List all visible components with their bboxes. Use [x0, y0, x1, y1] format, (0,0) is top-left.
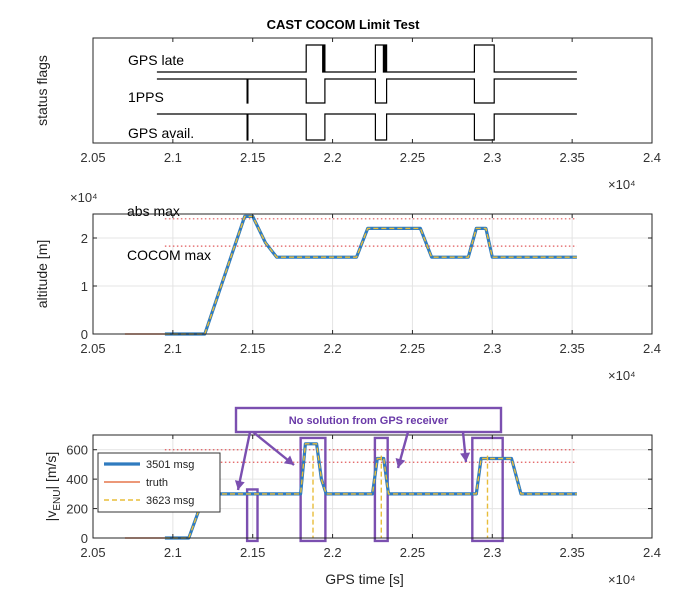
y-tick-label: 0 [81, 327, 88, 342]
series-label: GPS avail. [128, 125, 194, 141]
x-tick-label: 2.3 [483, 545, 501, 560]
y-tick-label: 0 [81, 531, 88, 546]
x-tick-label: 2.1 [164, 545, 182, 560]
velocity-frame [92, 434, 653, 539]
annotation-box [234, 406, 503, 434]
annotation-arrowhead [234, 480, 245, 490]
status-axes: GPS late 1PPS GPS avail. 2.05 2.1 2.15 2.2 2.25… [34, 37, 661, 192]
y-tick-label: 1 [81, 279, 88, 294]
legend-label: 3623 msg [146, 495, 194, 507]
x-tick-label: 2.1 [164, 150, 182, 165]
x-tick-label: 2.35 [559, 341, 584, 356]
series-line-gps-avail- [156, 113, 577, 141]
x-tick-label: 2.2 [324, 150, 342, 165]
y-axis-label: status flags [34, 55, 50, 126]
x-tick-label: 2.3 [483, 341, 501, 356]
x-tick-label: 2.3 [483, 150, 501, 165]
figure-title: CAST COCOM Limit Test [267, 17, 421, 32]
x-tick-label: 2.4 [643, 341, 661, 356]
y-exponent: ×10⁴ [70, 190, 98, 205]
status-plot-area [93, 38, 652, 143]
limit-label: abs max [127, 203, 180, 219]
x-tick-label: 2.15 [240, 545, 265, 560]
x-tick-label: 2.05 [80, 341, 105, 356]
x-exponent: ×10⁴ [608, 572, 636, 587]
altitude-axes: abs max COCOM max 0 1 2 2.05 2.1 2.15 2.2 2.25 2.3… [34, 190, 661, 383]
x-tick-label: 2.05 [80, 150, 105, 165]
y-tick-label: 200 [66, 502, 88, 517]
x-tick-label: 2.15 [240, 341, 265, 356]
y-axis-label-part: | [m/s] [43, 452, 59, 490]
x-tick-label: 2.25 [400, 341, 425, 356]
legend: 3501 msg truth 3623 msg [97, 452, 221, 513]
x-tick-label: 2.05 [80, 545, 105, 560]
x-tick-label: 2.4 [643, 545, 661, 560]
x-tick-label: 2.2 [324, 341, 342, 356]
no-solution-region [245, 488, 259, 543]
legend-label: truth [146, 477, 168, 489]
series-line-1pps [156, 78, 577, 104]
y-tick-label: 2 [81, 231, 88, 246]
status-frame [92, 37, 653, 144]
series-label: GPS late [128, 52, 184, 68]
y-axis-label-part: |v [43, 511, 59, 522]
limit-label: COCOM max [127, 247, 211, 263]
altitude-frame [92, 213, 653, 335]
x-tick-label: 2.25 [400, 545, 425, 560]
annotation-arrow [236, 431, 252, 491]
x-tick-label: 2.2 [324, 545, 342, 560]
y-axis-label: altitude [m] [34, 240, 50, 308]
series-line-gps-late [156, 44, 577, 73]
plots: GPS late 1PPS GPS avail. 2.05 2.1 2.15 2.2 2.25… [34, 37, 661, 587]
y-tick-label: 400 [66, 472, 88, 487]
x-tick-label: 2.15 [240, 150, 265, 165]
x-exponent: ×10⁴ [608, 177, 636, 192]
y-tick-label: 600 [66, 443, 88, 458]
x-tick-label: 2.35 [559, 150, 584, 165]
annotation-arrowhead [283, 455, 294, 465]
x-exponent: ×10⁴ [608, 368, 636, 383]
series-label: 1PPS [128, 89, 164, 105]
x-axis-label: GPS time [s] [325, 571, 404, 587]
series-line-3623-msg [164, 215, 577, 335]
annotation-arrowhead [395, 457, 406, 468]
annotation-arrowhead [460, 452, 471, 462]
x-tick-label: 2.25 [400, 150, 425, 165]
y-axis-label: |vENU| [m/s] [43, 452, 63, 522]
x-tick-label: 2.35 [559, 545, 584, 560]
x-tick-label: 2.4 [643, 150, 661, 165]
annotation-text: No solution from GPS receiver [289, 415, 449, 427]
legend-label: 3501 msg [146, 459, 194, 471]
altitude-plot-area [93, 214, 652, 334]
annotation-callout: No solution from GPS receiver [234, 406, 503, 491]
no-solution-region [471, 436, 504, 543]
velocity-axes: 0 200 400 600 2.05 2.1 2.15 2.2 2.25 2.3 2.35 2.4 ×1… [43, 406, 661, 587]
y-axis-label-part: ENU [52, 490, 63, 511]
x-tick-label: 2.1 [164, 341, 182, 356]
